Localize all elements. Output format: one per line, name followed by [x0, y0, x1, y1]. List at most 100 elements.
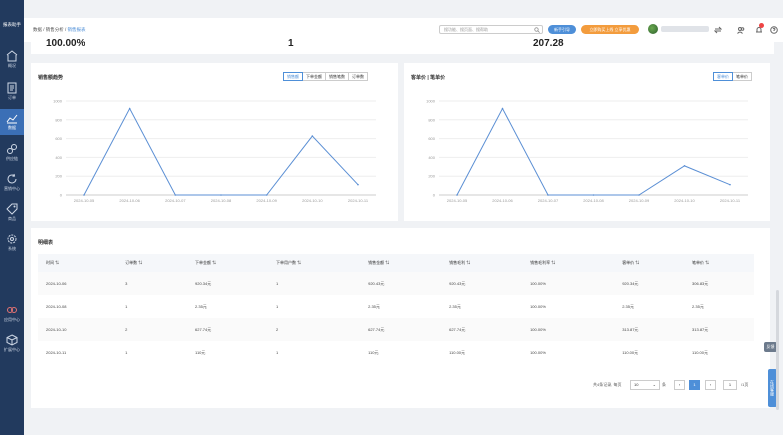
cell: 2024-10-10: [46, 327, 67, 332]
sidebar-item-marketing[interactable]: 营销中心: [0, 170, 24, 196]
sidebar-item-extensions[interactable]: 扩展中心: [0, 331, 24, 357]
price-chart-y-tick: 0: [433, 193, 436, 198]
cell: 110.00元: [622, 349, 639, 355]
column-header[interactable]: 订单数 ⇅: [117, 254, 188, 272]
column-header[interactable]: 销售金额 ⇅: [360, 254, 442, 272]
sales-chart-x-tick: 2024-10-05: [74, 198, 95, 203]
price-button-order[interactable]: 笔单价: [732, 72, 752, 81]
switch-icon[interactable]: [714, 26, 722, 34]
sales-chart-data-point[interactable]: [128, 107, 131, 110]
price-chart-y-tick: 1000: [426, 99, 436, 104]
sales-chart-x-tick: 2024-10-06: [119, 198, 140, 203]
detail-table: 时间 ⇅ 订单数 ⇅ 下单金额 ⇅ 下单用户数 ⇅ 销售金额 ⇅ 销售毛利 ⇅ …: [38, 254, 754, 364]
price-chart-y-tick: 800: [428, 117, 435, 122]
prev-page-button[interactable]: ‹: [674, 380, 685, 390]
metric-toggle: 销售额 下单金额 销售笔数 订单数: [283, 72, 368, 81]
sidebar-item-label: 商品: [8, 216, 16, 221]
sidebar-item-label: 供应链: [6, 156, 18, 161]
search-icon[interactable]: [534, 27, 540, 33]
column-header[interactable]: 客单价 ⇅: [614, 254, 685, 272]
breadcrumb-item[interactable]: 销售分析: [45, 27, 64, 32]
price-button-customer[interactable]: 客单价: [713, 72, 733, 81]
help-icon[interactable]: [770, 26, 778, 34]
cell: 920.43元: [449, 280, 466, 286]
feedback-tab[interactable]: 反馈: [764, 342, 777, 352]
cell: 627.74元: [368, 326, 385, 332]
price-chart-data-point[interactable]: [729, 183, 731, 186]
price-chart-data-point[interactable]: [501, 107, 504, 110]
upgrade-button[interactable]: 立即购买上线 立享优惠: [581, 25, 639, 34]
column-header[interactable]: 下单用户数 ⇅: [268, 254, 361, 272]
page-number-current[interactable]: 1: [689, 380, 700, 390]
card-title: 销售额趋势: [38, 75, 64, 81]
sidebar-item-goods[interactable]: 商品: [0, 200, 24, 226]
search-placeholder: 搜功能、搜页面、搜帮助: [444, 27, 488, 32]
sidebar-item-orders[interactable]: 订单: [0, 79, 24, 105]
cell: 2024-10-08: [46, 304, 67, 309]
sales-chart-data-point[interactable]: [265, 194, 268, 196]
sidebar-item-label: 订单: [8, 95, 16, 100]
cell: 100.00%: [530, 350, 546, 355]
user-group-icon[interactable]: [737, 26, 745, 34]
sidebar-item-system[interactable]: 系统: [0, 230, 24, 256]
cell: 306.83元: [692, 280, 709, 286]
price-chart-data-point[interactable]: [638, 194, 640, 196]
price-chart-data-point[interactable]: [547, 194, 549, 196]
username-redacted[interactable]: [661, 26, 709, 32]
cell: 2.35元: [449, 303, 461, 309]
price-chart-x-tick: 2024-10-07: [538, 198, 559, 203]
sidebar-item-supply[interactable]: 供应链: [0, 140, 24, 166]
breadcrumb-item[interactable]: 数据: [33, 27, 42, 32]
metric-button-sales-count[interactable]: 销售笔数: [325, 72, 349, 81]
column-header[interactable]: 下单金额 ⇅: [187, 254, 268, 272]
cell: 1: [125, 350, 128, 355]
price-card: 客单价 | 笔单价 客单价 笔单价 1000 800 600 400 200 0 2024-…: [404, 63, 770, 221]
sales-chart-data-point[interactable]: [357, 183, 359, 186]
sales-chart-data-point[interactable]: [83, 194, 85, 196]
cell: 2: [125, 327, 128, 332]
cell: 2.35元: [622, 303, 634, 309]
sales-chart-x-tick: 2024-10-11: [348, 198, 369, 203]
sales-chart-y-tick: 1000: [53, 99, 63, 104]
sales-chart-data-point[interactable]: [220, 194, 222, 196]
onboarding-button[interactable]: 新手引导: [548, 25, 576, 34]
scrollbar[interactable]: [776, 290, 779, 410]
next-page-button[interactable]: ›: [705, 380, 716, 390]
shop-icon: [6, 50, 18, 62]
stat-value: 1: [288, 38, 294, 49]
cell: 2.35元: [195, 303, 207, 309]
table-row: 2024-10-10 2 627.74元 2 627.74元 627.74元 100.00%…: [38, 318, 754, 341]
column-header[interactable]: 时间 ⇅: [38, 254, 118, 272]
sales-chart-y-tick: 600: [55, 136, 62, 141]
sales-chart-x-tick: 2024-10-10: [302, 198, 323, 203]
cell: 2024-10-06: [46, 281, 67, 286]
sidebar-item-data[interactable]: 数据: [0, 109, 24, 135]
page-size-select[interactable]: 10 ⌄: [630, 380, 660, 390]
price-chart-data-point[interactable]: [456, 194, 458, 196]
tag-icon: [6, 203, 18, 215]
metric-button-order-count[interactable]: 订单数: [348, 72, 368, 81]
price-chart-data-point[interactable]: [683, 165, 686, 167]
sidebar-item-overview[interactable]: 概况: [0, 47, 24, 73]
card-title: 明细表: [38, 240, 54, 246]
refresh-icon: [7, 173, 17, 184]
search-input[interactable]: 搜功能、搜页面、搜帮助: [439, 25, 543, 34]
sidebar-item-apps[interactable]: 应用中心: [0, 301, 24, 327]
metric-button-order-amount[interactable]: 下单金额: [302, 72, 326, 81]
column-header[interactable]: 销售毛利 ⇅: [441, 254, 523, 272]
cell: 920.43元: [368, 280, 385, 286]
avatar[interactable]: [648, 24, 658, 34]
column-header[interactable]: 笔单价 ⇅: [684, 254, 754, 272]
metric-button-sales[interactable]: 销售额: [283, 72, 303, 81]
cell: 100.00%: [530, 327, 546, 332]
sales-chart-data-point[interactable]: [311, 135, 314, 137]
column-header[interactable]: 销售毛利率 ⇅: [522, 254, 615, 272]
price-chart-data-point[interactable]: [592, 194, 595, 196]
cell: 100.00%: [530, 281, 546, 286]
cell: 2024-10-11: [46, 350, 67, 355]
chart-icon: [6, 114, 18, 124]
online-service-tab[interactable]: 在线客服: [768, 369, 777, 407]
page-jump-input[interactable]: 1: [723, 380, 737, 390]
cell: 920.34元: [195, 280, 212, 286]
sales-chart-data-point[interactable]: [174, 194, 177, 196]
